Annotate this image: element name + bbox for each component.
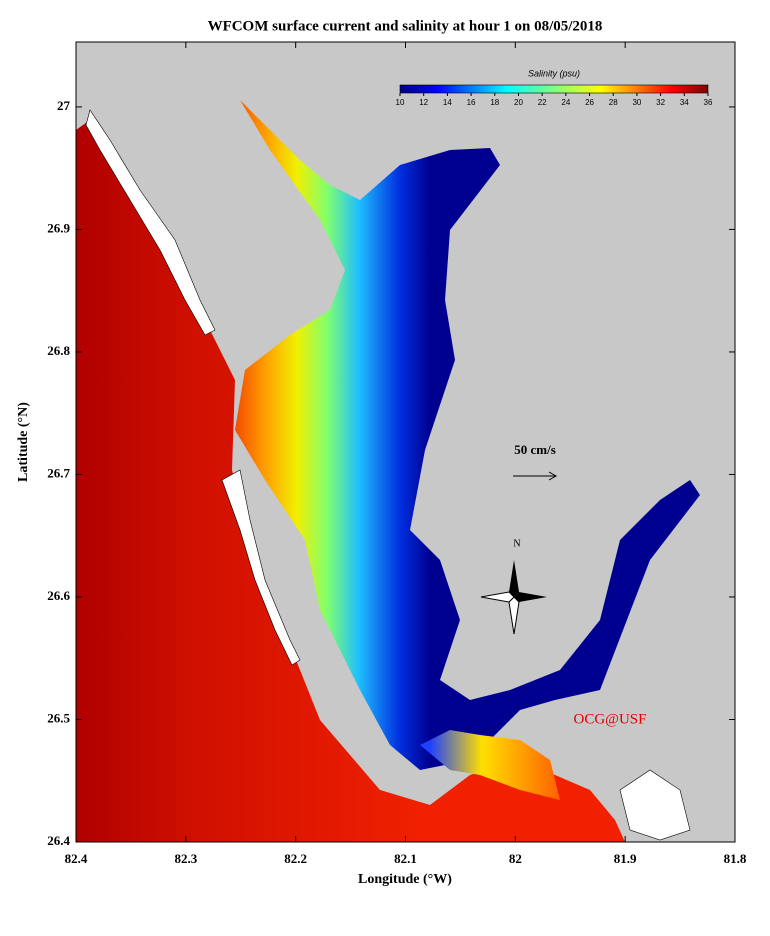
y-tick-label: 26.4 [47,833,70,848]
x-tick-label: 81.9 [614,851,637,866]
y-tick-label: 26.7 [47,465,70,480]
title: WFCOM surface current and salinity at ho… [208,18,603,34]
barrier-island [85,109,216,336]
x-tick-label: 82.3 [174,851,197,866]
x-tick-label: 82.4 [65,851,88,866]
compass-east [514,592,547,602]
compass-label: N [513,538,520,549]
x-tick-label: 82.1 [394,851,417,866]
x-tick-label: 82 [509,851,522,866]
river-mouth [420,730,560,800]
x-tick-label: 82.2 [284,851,307,866]
gulf-water [76,120,625,842]
colorbar-tick-label: 20 [514,98,523,107]
colorbar-tick-label: 10 [396,98,405,107]
colorbar-title: Salinity (psu) [528,68,580,78]
y-tick-label: 26.8 [47,343,70,358]
y-tick-label: 27 [57,98,71,113]
colorbar-tick-label: 24 [561,98,570,107]
colorbar-tick-label: 36 [704,98,713,107]
scale-label: 50 cm/s [514,442,556,457]
colorbar-tick-label: 12 [419,98,428,107]
colorbar-tick-label: 32 [656,98,665,107]
colorbar [399,84,709,94]
colorbar-tick-label: 14 [443,98,452,107]
x-axis-label: Longitude (°W) [358,872,452,887]
y-axis-label: Latitude (°N) [16,402,31,482]
y-tick-label: 26.5 [47,710,70,725]
barrier-island [221,469,301,666]
credit: OCG@USF [573,711,646,727]
island [619,769,691,841]
colorbar-tick-label: 22 [538,98,547,107]
colorbar-tick-label: 16 [467,98,476,107]
colorbar-tick-label: 30 [632,98,641,107]
colorbar-tick-label: 18 [490,98,499,107]
y-tick-label: 26.6 [47,588,70,603]
colorbar-tick-label: 34 [680,98,689,107]
bay-water [235,100,700,770]
colorbar-tick-label: 26 [585,98,594,107]
colorbar-tick-label: 28 [609,98,618,107]
x-tick-label: 81.8 [724,851,747,866]
compass-north [509,560,519,597]
y-tick-label: 26.9 [47,220,70,235]
scale-arrowhead [548,471,558,481]
